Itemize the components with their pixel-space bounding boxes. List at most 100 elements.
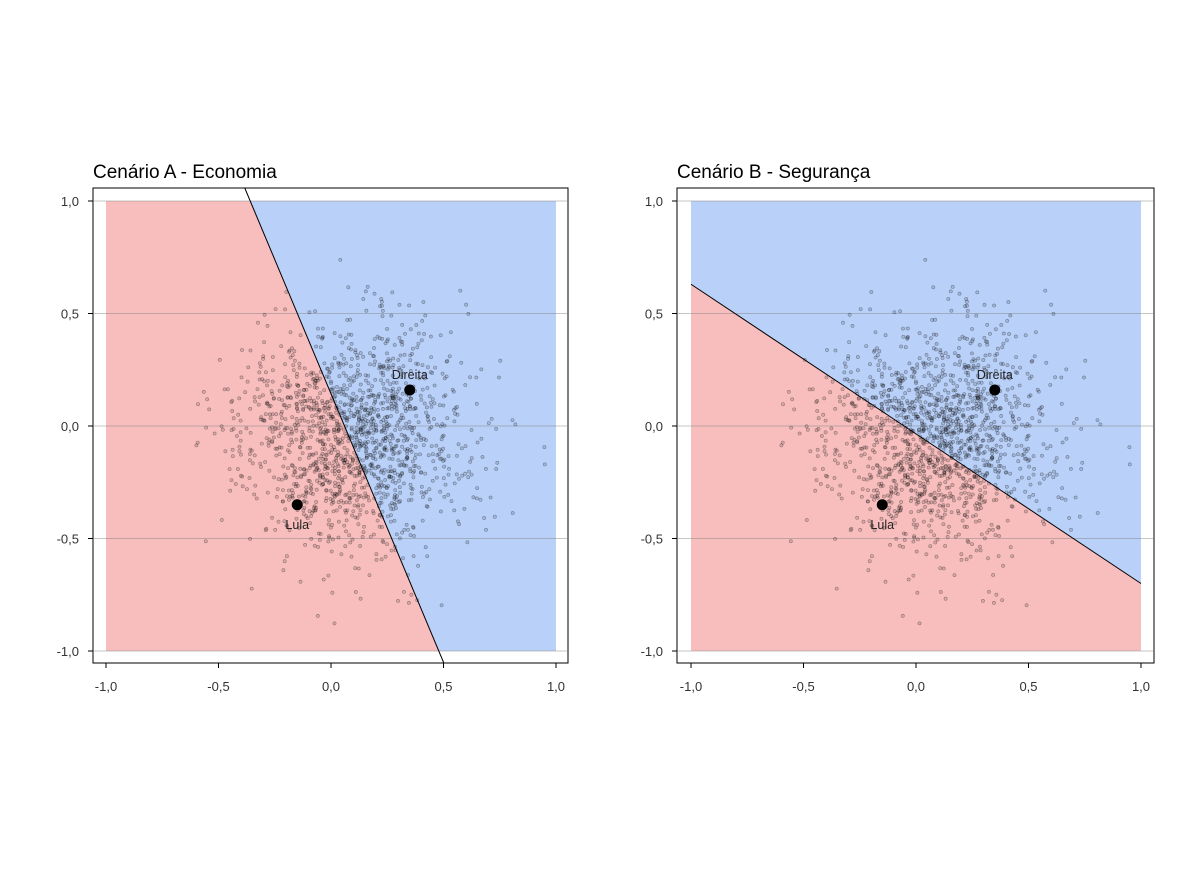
voter-point	[408, 358, 413, 363]
voter-point	[391, 396, 396, 400]
voter-point	[348, 317, 353, 322]
voter-point	[441, 403, 446, 408]
voter-point	[1003, 435, 1008, 440]
voter-point	[875, 415, 880, 420]
voter-point	[336, 390, 341, 394]
voter-point	[273, 427, 278, 432]
voter-point	[374, 428, 379, 433]
voter-point	[370, 416, 375, 421]
voter-point	[227, 467, 232, 472]
voter-point	[871, 385, 876, 390]
voter-point	[964, 557, 969, 562]
voter-point	[878, 358, 882, 363]
voter-point	[970, 542, 975, 547]
voter-point	[349, 399, 354, 404]
voter-point	[1007, 376, 1012, 381]
voter-point	[328, 399, 333, 404]
voter-point	[1043, 288, 1048, 293]
voter-point	[948, 440, 953, 445]
voter-point	[1060, 486, 1065, 491]
voter-point	[397, 500, 401, 505]
voter-point	[932, 408, 937, 413]
voter-point	[904, 439, 908, 444]
x-tick-label: 0,0	[322, 679, 340, 694]
voter-point	[866, 464, 871, 469]
voter-point	[364, 510, 369, 515]
voter-point	[900, 403, 905, 408]
voter-point	[427, 394, 432, 399]
voter-point	[975, 404, 979, 408]
voter-point	[792, 407, 797, 412]
voter-point	[875, 429, 879, 434]
voter-point	[934, 341, 939, 346]
voter-point	[324, 496, 329, 501]
voter-point	[339, 352, 344, 357]
voter-point	[355, 437, 359, 442]
voter-point	[850, 400, 855, 405]
voter-point	[948, 407, 953, 412]
voter-point	[402, 425, 407, 430]
voter-point	[922, 473, 927, 478]
voter-point	[893, 445, 898, 450]
voter-point	[894, 434, 898, 439]
voter-point	[401, 481, 406, 486]
voter-point	[867, 472, 872, 477]
voter-point	[326, 375, 331, 380]
voter-point	[326, 406, 331, 411]
voter-point	[974, 393, 979, 398]
voter-point	[357, 512, 362, 517]
voter-point	[368, 426, 373, 431]
voter-point	[338, 400, 343, 405]
voter-point	[990, 448, 995, 453]
voter-point	[950, 413, 954, 418]
voter-point	[381, 418, 386, 423]
voter-point	[924, 498, 929, 503]
voter-point	[905, 451, 910, 456]
voter-point	[301, 406, 306, 411]
voter-point	[841, 320, 845, 325]
voter-point	[971, 357, 976, 362]
voter-point	[917, 331, 922, 336]
voter-point	[917, 621, 922, 626]
voter-point	[982, 485, 987, 490]
voter-point	[938, 481, 943, 486]
voter-point	[388, 382, 393, 387]
voter-point	[970, 415, 975, 420]
voter-point	[1010, 414, 1015, 419]
voter-point	[405, 455, 410, 460]
voter-point	[1001, 563, 1006, 568]
voter-point	[872, 528, 877, 533]
voter-point	[922, 405, 926, 410]
voter-point	[976, 452, 981, 457]
voter-point	[343, 454, 348, 459]
voter-point	[1020, 422, 1024, 427]
voter-point	[899, 487, 904, 492]
voter-point	[974, 513, 978, 518]
voter-point	[270, 368, 275, 373]
voter-point	[372, 440, 377, 445]
voter-point	[287, 403, 292, 408]
voter-point	[991, 399, 996, 404]
voter-point	[347, 408, 352, 413]
voter-point	[373, 397, 378, 402]
voter-point	[329, 549, 334, 554]
voter-point	[324, 418, 329, 423]
voter-point	[400, 472, 404, 476]
voter-point	[410, 431, 415, 436]
voter-point	[312, 380, 317, 385]
voter-point	[337, 484, 341, 489]
voter-point	[929, 418, 934, 422]
voter-point	[469, 428, 474, 432]
chart-title-b: Cenário B - Segurança	[677, 162, 871, 183]
voter-point	[871, 466, 875, 471]
voter-point	[289, 437, 294, 442]
voter-point	[1009, 410, 1013, 415]
voter-point	[338, 425, 343, 430]
voter-point	[972, 365, 976, 370]
voter-point	[289, 463, 294, 468]
voter-point	[265, 383, 270, 388]
voter-point	[334, 410, 339, 415]
voter-point	[943, 430, 948, 435]
voter-point	[944, 432, 949, 437]
voter-point	[979, 506, 984, 511]
